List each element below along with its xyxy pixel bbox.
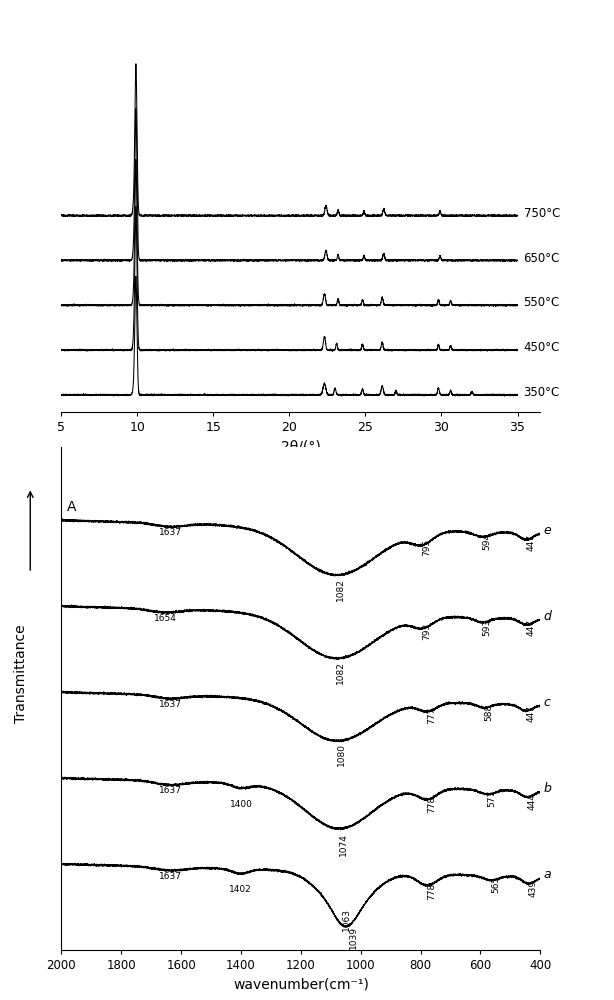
Text: 594: 594 xyxy=(482,533,491,550)
Text: 750°C: 750°C xyxy=(524,207,560,220)
Text: 577: 577 xyxy=(488,790,496,807)
Text: d: d xyxy=(544,610,552,623)
Text: 650°C: 650°C xyxy=(524,252,560,265)
Text: 1637: 1637 xyxy=(158,872,182,881)
Text: 793: 793 xyxy=(422,623,432,640)
Text: 565: 565 xyxy=(491,876,500,893)
Text: Transmittance: Transmittance xyxy=(14,624,28,723)
Text: 593: 593 xyxy=(483,618,492,636)
Text: 1654: 1654 xyxy=(154,614,176,623)
X-axis label: 2θ/(°): 2θ/(°) xyxy=(281,439,321,453)
Text: 447: 447 xyxy=(526,534,535,551)
Text: 778: 778 xyxy=(427,883,436,900)
Text: b: b xyxy=(544,782,552,795)
Text: c: c xyxy=(544,696,551,709)
Text: A: A xyxy=(68,500,77,514)
Text: 795: 795 xyxy=(422,539,431,556)
Text: 1082: 1082 xyxy=(336,578,345,601)
Text: 777: 777 xyxy=(427,707,437,724)
Text: 350°C: 350°C xyxy=(524,386,560,399)
Text: 1074: 1074 xyxy=(338,833,348,856)
Text: a: a xyxy=(544,868,551,881)
Text: 447: 447 xyxy=(526,619,535,636)
Text: 1082: 1082 xyxy=(336,661,345,684)
Text: 450°C: 450°C xyxy=(524,341,560,354)
Text: 550°C: 550°C xyxy=(524,296,560,309)
Text: 1080: 1080 xyxy=(336,743,346,766)
Text: e: e xyxy=(544,524,551,537)
Text: 1637: 1637 xyxy=(158,786,182,795)
X-axis label: wavenumber(cm⁻¹): wavenumber(cm⁻¹) xyxy=(233,978,369,992)
Text: 1063: 1063 xyxy=(342,908,351,931)
Text: 778: 778 xyxy=(427,796,436,813)
Text: 444: 444 xyxy=(527,793,536,810)
Text: 1637: 1637 xyxy=(158,700,182,709)
Text: 图 1: 图 1 xyxy=(287,483,314,501)
Text: 447: 447 xyxy=(526,705,535,722)
Text: 1402: 1402 xyxy=(229,885,252,894)
Text: 439: 439 xyxy=(529,880,538,897)
Text: 588: 588 xyxy=(484,703,493,721)
Text: 1637: 1637 xyxy=(158,528,182,537)
Text: 1039: 1039 xyxy=(349,926,358,949)
Text: 1400: 1400 xyxy=(230,800,252,809)
